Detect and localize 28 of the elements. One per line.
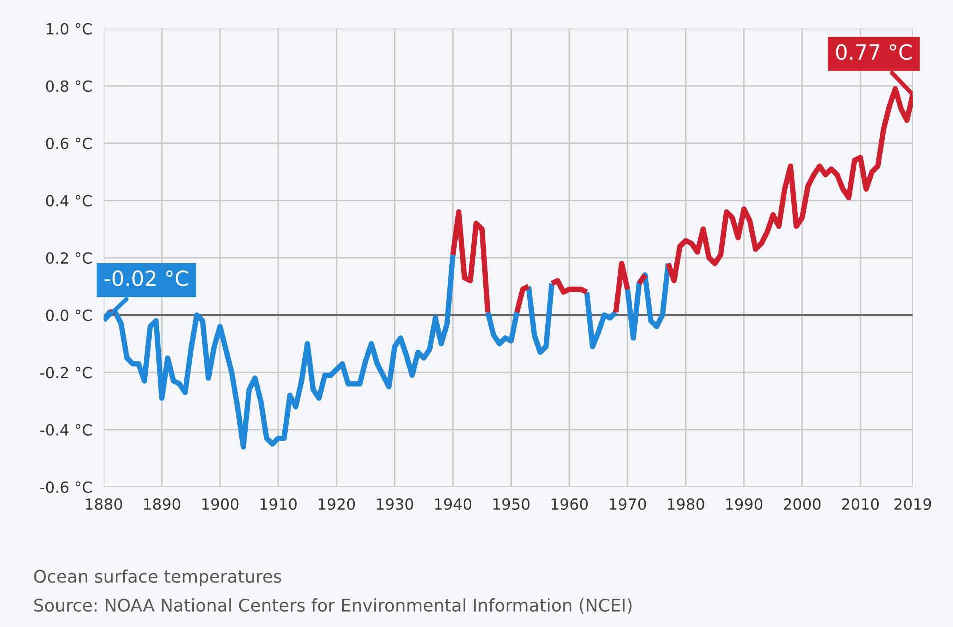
x-tick-label: 2000 — [784, 498, 821, 510]
x-tick-label: 1890 — [144, 498, 181, 510]
x-tick-label: 1900 — [202, 498, 239, 510]
y-tick-label: -0.2 °C — [40, 367, 92, 379]
x-tick-label: 2010 — [842, 498, 880, 510]
annotation: 0.77 °C — [836, 44, 912, 60]
x-tick-label: 1970 — [610, 498, 646, 510]
y-tick-label: 0.2 °C — [46, 252, 92, 264]
x-tick-label: 1990 — [726, 498, 763, 510]
y-tick-label: 0.6 °C — [46, 138, 92, 150]
y-tick-label: 0.0 °C — [46, 310, 92, 322]
x-tick-label: 1920 — [318, 498, 356, 510]
x-tick-label: 1950 — [494, 498, 530, 510]
y-tick-label: 1.0 °C — [46, 23, 92, 35]
text: Ocean surface temperatures — [34, 570, 282, 586]
x-tick-label: 1960 — [552, 498, 588, 510]
y-tick-label: -0.4 °C — [40, 424, 92, 436]
source-note: Source: NOAA National Centers for Environmental Information (NCEI) — [34, 598, 632, 614]
y-tick-label: 0.4 °C — [46, 195, 92, 207]
x-tick-label: 1880 — [86, 498, 122, 510]
annotation: -0.02 °C — [104, 270, 188, 286]
x-tick-label: 1910 — [260, 498, 297, 510]
x-tick-label: 1930 — [377, 498, 414, 510]
x-tick-label: 1980 — [668, 498, 704, 510]
x-tick-label: 1940 — [435, 498, 472, 510]
y-tick-label: -0.6 °C — [40, 482, 92, 494]
y-tick-label: 0.8 °C — [46, 80, 92, 92]
x-tick-label: 2019 — [894, 498, 932, 510]
